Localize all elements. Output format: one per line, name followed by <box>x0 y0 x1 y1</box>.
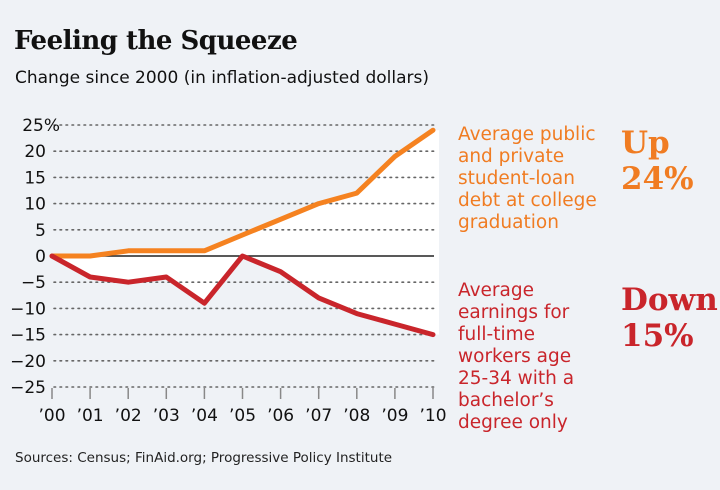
y-tick-label: 25% <box>22 116 60 136</box>
y-tick-label: −10 <box>10 299 46 319</box>
headline-direction: Up <box>621 125 670 161</box>
headline-percent: 24% <box>621 161 694 197</box>
plot-edge-fill <box>431 130 439 335</box>
x-axis-ticks: ’00 ’01 ’02 ’03 ’04 ’05 ’06 ’07 ’08 ’09 ’10 <box>38 388 447 426</box>
y-tick-label: 15 <box>24 168 46 188</box>
between-series-fill <box>52 130 433 335</box>
annotation-line: Average <box>458 280 534 301</box>
y-tick-label: −25 <box>10 378 46 398</box>
annotation-line: earnings for <box>458 302 570 323</box>
series-lines <box>49 127 436 338</box>
debt-series-annotation: Average public and private student-loan … <box>458 124 597 234</box>
y-tick-label: 0 <box>35 247 46 267</box>
x-tick-label: ’09 <box>381 406 408 426</box>
annotation-line: student-loan <box>458 168 575 189</box>
x-tick-label: ’01 <box>77 406 104 426</box>
y-tick-label: −20 <box>10 352 46 372</box>
chart-title: Feeling the Squeeze <box>14 26 298 56</box>
annotation-line: and private <box>458 146 565 167</box>
y-tick-label: 5 <box>35 221 46 241</box>
y-tick-label: −5 <box>21 273 46 293</box>
headline-direction: Down <box>621 282 718 318</box>
x-tick-label: ’10 <box>419 406 446 426</box>
x-tick-label: ’07 <box>305 406 332 426</box>
annotation-line: 25-34 with a <box>458 368 575 389</box>
annotation-line: workers age <box>458 346 572 367</box>
y-tick-label: −15 <box>10 326 46 346</box>
annotation-line: graduation <box>458 212 559 233</box>
y-axis-tick-labels: 25% 20 15 10 5 0 −5 −10 −15 −20 −25 <box>10 116 60 398</box>
annotation-line: Average public <box>458 124 596 145</box>
x-tick-label: ’03 <box>153 406 180 426</box>
x-tick-label: ’08 <box>343 406 370 426</box>
y-tick-label: 20 <box>24 142 46 162</box>
x-tick-label: ’00 <box>38 406 65 426</box>
plot-background <box>52 130 439 335</box>
x-tick-label: ’04 <box>191 406 218 426</box>
earnings-change-headline: Down 15% <box>621 282 718 354</box>
x-tick-label: ’05 <box>229 406 256 426</box>
annotation-line: debt at college <box>458 190 597 211</box>
x-tick-label: ’02 <box>115 406 142 426</box>
annotation-line: degree only <box>458 412 568 433</box>
y-tick-label: 10 <box>24 195 46 215</box>
source-note: Sources: Census; FinAid.org; Progressive… <box>15 450 393 466</box>
series-line-student-debt <box>49 127 436 259</box>
headline-percent: 15% <box>621 318 694 354</box>
debt-change-headline: Up 24% <box>621 125 694 197</box>
annotation-line: bachelor’s <box>458 390 554 411</box>
annotation-line: full-time <box>458 324 535 345</box>
earnings-series-annotation: Average earnings for full-time workers a… <box>458 280 574 434</box>
chart-subtitle: Change since 2000 (in inflation-adjusted… <box>15 68 429 88</box>
x-tick-label: ’06 <box>267 406 294 426</box>
